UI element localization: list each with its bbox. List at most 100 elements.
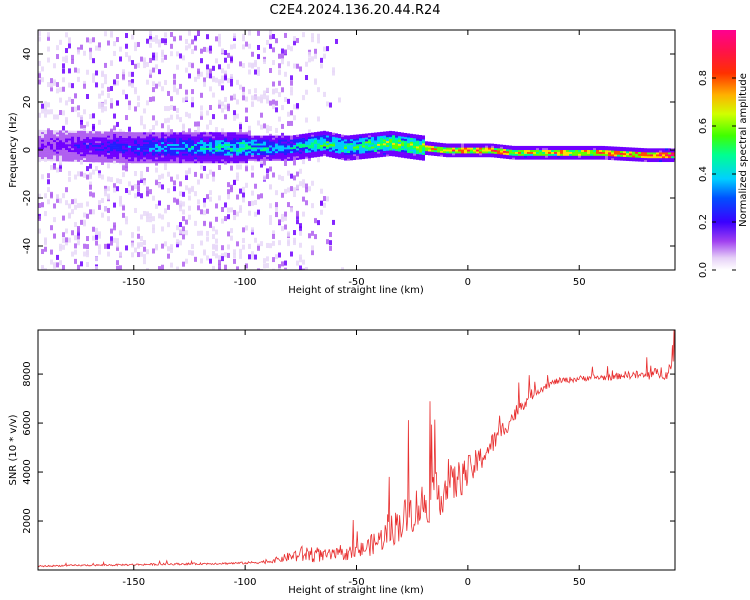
spectrogram-ridge-cell	[161, 159, 164, 162]
spectrogram-y-tick-label: 0	[22, 147, 33, 153]
spectrogram-noise-cell	[155, 120, 158, 126]
spectrogram-ridge-cell	[74, 149, 77, 153]
spectrogram-noise-cell	[83, 83, 86, 89]
spectrogram-noise-cell	[146, 61, 149, 67]
spectrogram-ridge-cell	[473, 145, 476, 148]
spectrogram-ridge-cell	[80, 155, 83, 159]
spectrogram-ridge-cell	[488, 155, 491, 158]
spectrogram-noise-cell	[59, 97, 62, 103]
spectrogram-noise-cell	[251, 251, 254, 257]
spectrogram-ridge-cell	[80, 144, 83, 147]
spectrogram-ridge-cell	[581, 145, 584, 149]
spectrogram-noise-cell	[281, 216, 284, 222]
spectrogram-ridge-cell	[167, 138, 170, 141]
spectrogram-ridge-cell	[62, 155, 65, 158]
spectrogram-noise-cell	[110, 98, 113, 104]
spectrogram-ridge-cell	[314, 151, 317, 154]
spectrogram-ridge-cell	[119, 143, 122, 146]
spectrogram-ridge-cell	[287, 154, 290, 157]
spectrogram-ridge-cell	[86, 144, 89, 147]
spectrogram-ridge-cell	[509, 147, 512, 150]
spectrogram-ridge-cell	[203, 134, 206, 137]
spectrogram-ridge-cell	[245, 138, 248, 141]
spectrogram-ridge-cell	[86, 154, 89, 157]
spectrogram-noise-cell	[269, 34, 272, 40]
spectrogram-ridge-cell	[338, 151, 341, 154]
spectrogram-ridge-cell	[95, 152, 98, 155]
spectrogram-ridge-cell	[380, 143, 383, 146]
spectrogram-ridge-cell	[221, 145, 224, 148]
spectrogram-noise-cell	[197, 71, 200, 77]
spectrogram-noise-cell	[230, 165, 233, 171]
spectrogram-ridge-cell	[341, 148, 344, 151]
spectrogram-ridge-cell	[512, 157, 515, 160]
spectrogram-ridge-cell	[416, 134, 419, 137]
spectrogram-noise-cell	[284, 49, 287, 55]
spectrogram-noise-cell	[311, 250, 314, 256]
spectrogram-noise-cell	[173, 105, 176, 111]
spectrogram-ridge-cell	[158, 139, 161, 143]
spectrogram-ridge-cell	[179, 147, 182, 150]
spectrogram-ridge-cell	[539, 149, 542, 152]
spectrogram-noise-cell	[173, 73, 176, 79]
spectrogram-ridge-cell	[53, 151, 56, 154]
spectrogram-ridge-cell	[386, 154, 389, 157]
spectrogram-noise-cell	[89, 209, 92, 215]
spectrogram-noise-cell	[53, 233, 56, 239]
spectrogram-ridge-cell	[284, 154, 287, 157]
spectrogram-ridge-cell	[329, 155, 332, 158]
spectrogram-ridge-cell	[80, 138, 83, 141]
spectrogram-ridge-cell	[86, 136, 89, 140]
spectrogram-ridge-cell	[416, 155, 419, 158]
spectrogram-ridge-cell	[38, 131, 41, 134]
spectrogram-ridge-cell	[47, 130, 50, 133]
spectrogram-ridge-cell	[158, 161, 161, 164]
spectrogram-ridge-cell	[551, 149, 554, 152]
spectrogram-ridge-cell	[143, 153, 146, 156]
spectrogram-noise-cell	[215, 58, 218, 64]
spectrogram-ridge-cell	[74, 153, 77, 156]
spectrogram-ridge-cell	[644, 153, 647, 157]
spectrogram-ridge-cell	[551, 157, 554, 160]
spectrogram-ridge-cell	[59, 143, 62, 147]
spectrogram-ridge-cell	[113, 150, 116, 154]
spectrogram-ridge-cell	[431, 143, 434, 147]
spectrogram-ridge-cell	[113, 139, 116, 142]
spectrogram-noise-cell	[179, 200, 182, 206]
spectrogram-ridge-cell	[587, 153, 590, 156]
spectrogram-ridge-cell	[539, 145, 542, 149]
spectrogram-ridge-cell	[614, 154, 617, 157]
spectrogram-ridge-cell	[215, 151, 218, 154]
spectrogram-ridge-cell	[404, 142, 407, 145]
spectrogram-noise-cell	[305, 183, 308, 189]
spectrogram-noise-cell	[107, 216, 110, 222]
spectrogram-ridge-cell	[494, 155, 497, 158]
spectrogram-noise-cell	[158, 266, 161, 270]
spectrogram-ridge-cell	[461, 153, 464, 156]
spectrogram-ridge-cell	[473, 147, 476, 150]
spectrogram-noise-cell	[38, 215, 41, 221]
spectrogram-ridge-cell	[38, 147, 41, 150]
spectrogram-ridge-cell	[590, 155, 593, 158]
spectrogram-ridge-cell	[662, 152, 665, 155]
spectrogram-ridge-cell	[260, 154, 263, 157]
spectrogram-ridge-cell	[257, 158, 260, 161]
spectrogram-ridge-cell	[383, 135, 386, 138]
spectrogram-ridge-cell	[236, 147, 239, 150]
spectrogram-ridge-cell	[332, 155, 335, 158]
spectrogram-ridge-cell	[377, 134, 380, 137]
spectrogram-ridge-cell	[242, 138, 245, 141]
spectrogram-ridge-cell	[371, 152, 374, 155]
spectrogram-ridge-cell	[326, 144, 329, 148]
spectrogram-ridge-cell	[578, 145, 581, 149]
spectrogram-ridge-cell	[149, 139, 152, 143]
spectrogram-noise-cell	[179, 191, 182, 197]
spectrogram-noise-cell	[218, 41, 221, 47]
spectrogram-ridge-cell	[275, 137, 278, 140]
spectrogram-ridge-cell	[503, 154, 506, 157]
spectrogram-ridge-cell	[563, 151, 566, 154]
spectrogram-noise-cell	[146, 191, 149, 197]
spectrogram-ridge-cell	[119, 133, 122, 136]
spectrogram-ridge-cell	[368, 156, 371, 159]
spectrogram-ridge-cell	[650, 152, 653, 155]
